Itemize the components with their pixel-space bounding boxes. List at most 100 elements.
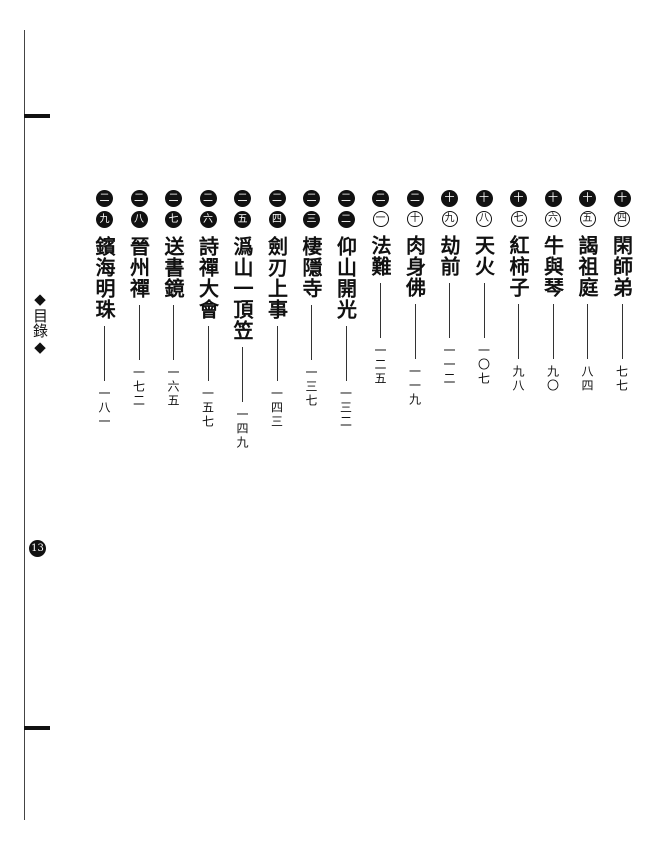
entry-page: 一五七 — [200, 387, 215, 429]
number-circle: 一 — [372, 211, 389, 227]
number-circle: 二 — [406, 190, 424, 207]
toc-entry: 十七紅柿子 九八 — [506, 190, 532, 393]
leader-line — [104, 326, 105, 381]
side-label: 目錄 — [31, 308, 49, 338]
entry-title: 鑌海明珠 — [92, 236, 116, 320]
entry-page: 九〇 — [545, 365, 560, 393]
number-circle: 五 — [579, 211, 596, 227]
margin-line — [24, 30, 25, 820]
entry-number: 十五 — [579, 190, 596, 231]
leader-line — [311, 305, 312, 360]
toc-entry: 二九鑌海明珠 一八一 — [92, 190, 118, 429]
toc-entry: 二八晉州禪 一七二 — [126, 190, 152, 408]
toc-entry: 十六牛與琴 九〇 — [540, 190, 566, 393]
toc-entry: 二一法難 一二五 — [368, 190, 394, 386]
toc-entry: 二三棲隱寺 一三七 — [299, 190, 325, 408]
toc-entry: 二四劍刃上事 一四三 — [264, 190, 290, 429]
leader-line — [621, 304, 623, 359]
entry-title: 劍刃上事 — [264, 236, 289, 320]
entry-number: 十四 — [613, 190, 631, 231]
number-circle: 十 — [441, 190, 458, 207]
entry-title: 送書鏡 — [161, 236, 185, 299]
entry-title: 晉州禪 — [126, 236, 151, 299]
toc-entry: 十八天火 一〇七 — [471, 190, 497, 386]
number-circle: 二 — [268, 190, 286, 207]
entry-page: 一三七 — [304, 366, 318, 408]
toc-entry: 二五潙山一頂笠一四九 — [230, 190, 256, 450]
entry-page: 九八 — [511, 365, 525, 393]
leader-line — [207, 326, 209, 381]
entry-title: 肉身佛 — [402, 235, 427, 298]
number-circle: 五 — [234, 211, 251, 228]
number-circle: 四 — [268, 211, 286, 228]
entry-page: 一一九 — [407, 365, 422, 407]
entry-title: 詩禪大會 — [195, 236, 220, 320]
entry-title: 牛與琴 — [540, 235, 565, 298]
toc-entry: 二七送書鏡 一六五 — [161, 190, 187, 408]
toc-entry: 二十肉身佛 一一九 — [402, 190, 428, 407]
toc-entry: 十九劫前 一一二 — [437, 190, 463, 386]
entry-title: 法難 — [368, 235, 392, 277]
leader-line — [242, 347, 243, 402]
entry-page: 一八一 — [97, 387, 111, 429]
number-circle: 二 — [303, 190, 320, 207]
entry-title: 棲隱寺 — [299, 236, 323, 299]
entry-page: 一四三 — [269, 387, 284, 429]
toc-entry: 二二仰山開光 一三二 — [333, 190, 359, 429]
entry-number: 十九 — [441, 190, 458, 231]
entry-number: 十八 — [475, 190, 493, 231]
leader-line — [345, 326, 347, 381]
entry-number: 二六 — [199, 190, 217, 232]
page-number: 13 — [29, 540, 46, 557]
entry-title: 潙山一頂笠 — [230, 236, 254, 341]
leader-line — [518, 304, 519, 359]
number-circle: 二 — [96, 190, 113, 207]
leader-line — [276, 326, 278, 381]
number-circle: 二 — [130, 190, 148, 207]
entry-page: 一四九 — [235, 408, 249, 450]
number-circle: 六 — [199, 211, 217, 228]
number-circle: 四 — [614, 211, 630, 227]
number-circle: 六 — [545, 211, 561, 227]
leader-line — [483, 283, 485, 338]
leader-line — [449, 283, 450, 338]
side-label-box: ◆目錄◆ — [31, 290, 49, 356]
number-circle: 三 — [303, 211, 320, 228]
entry-page: 八四 — [580, 365, 594, 393]
entry-number: 二三 — [303, 190, 320, 232]
number-circle: 二 — [372, 190, 389, 207]
entry-page: 一二五 — [373, 344, 387, 386]
entry-page: 一三二 — [338, 387, 353, 429]
entry-number: 二八 — [130, 190, 148, 232]
entry-number: 二五 — [234, 190, 251, 232]
toc-entry: 二六詩禪大會 一五七 — [195, 190, 221, 429]
number-circle: 八 — [476, 211, 492, 227]
toc-entry: 十五謁祖庭 八四 — [575, 190, 601, 393]
leader-line — [414, 304, 416, 359]
number-circle: 十 — [544, 190, 562, 207]
leader-line — [173, 305, 174, 360]
number-circle: 八 — [130, 211, 148, 228]
number-circle: 九 — [441, 211, 458, 227]
number-circle: 七 — [510, 211, 527, 227]
entry-page: 一七二 — [131, 366, 146, 408]
entry-number: 二十 — [406, 190, 424, 231]
leader-line — [380, 283, 381, 338]
entry-title: 仰山開光 — [333, 236, 358, 320]
number-circle: 十 — [510, 190, 527, 207]
entry-title: 劫前 — [437, 235, 461, 277]
number-circle: 十 — [407, 211, 423, 227]
number-circle: 二 — [337, 211, 355, 228]
entry-title: 閑師弟 — [609, 235, 634, 298]
number-circle: 十 — [613, 190, 631, 207]
entry-number: 二七 — [165, 190, 182, 232]
leader-line — [138, 305, 140, 360]
number-circle: 二 — [199, 190, 217, 207]
toc-entry: 十四閑師弟 七七 — [609, 190, 635, 393]
entry-number: 二一 — [372, 190, 389, 231]
entry-page: 一一二 — [442, 344, 456, 386]
entry-number: 十六 — [544, 190, 562, 231]
entry-number: 十七 — [510, 190, 527, 231]
entry-title: 紅柿子 — [506, 235, 530, 298]
entry-title: 謁祖庭 — [575, 235, 599, 298]
